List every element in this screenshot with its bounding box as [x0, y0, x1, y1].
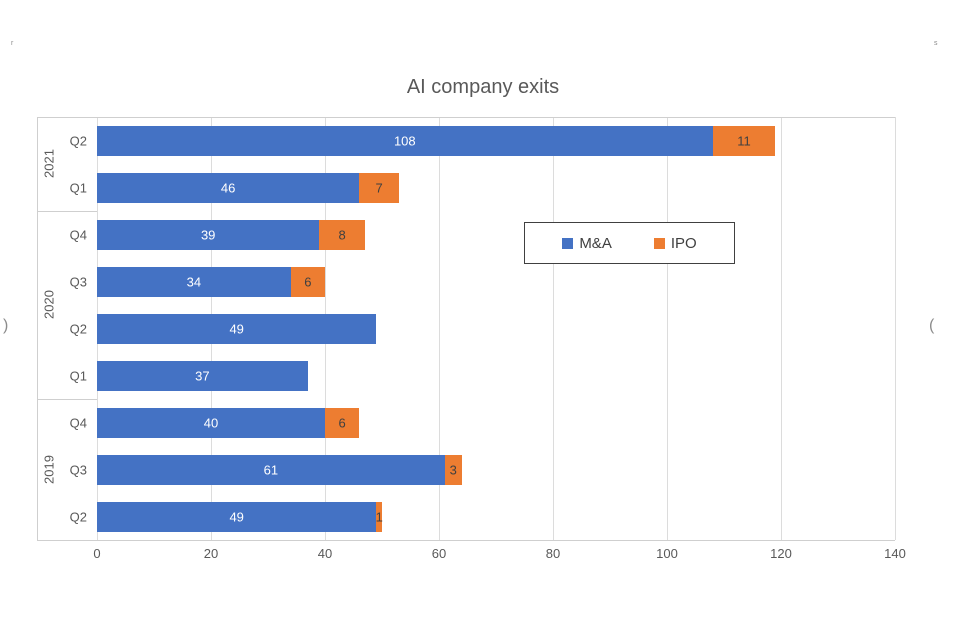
bar-ma-2020-q1 — [97, 360, 308, 391]
carousel-next-icon[interactable]: ( — [929, 317, 935, 334]
bar-ipo-2020-q4 — [319, 219, 365, 250]
bar-value-label-ipo: 6 — [338, 415, 346, 430]
bar-ipo-2021-q1 — [359, 172, 400, 203]
y-axis-quarter-label: Q4 — [69, 415, 87, 430]
bar-value-label-ipo: 3 — [449, 462, 457, 477]
top-left-crop-mark: r — [11, 40, 14, 47]
carousel-prev-icon[interactable]: ) — [3, 317, 9, 334]
x-axis-tick-label: 20 — [203, 546, 219, 561]
x-axis-tick-label: 80 — [545, 546, 561, 561]
y-axis-quarter-label: Q4 — [69, 227, 87, 242]
bar-ma-2020-q4 — [97, 219, 320, 250]
bar-ma-2020-q2 — [97, 313, 377, 344]
top-right-crop-mark: s — [934, 40, 938, 47]
bar-ma-2019-q4 — [97, 407, 325, 438]
bar-value-label-ma: 108 — [393, 133, 416, 148]
y-axis-quarter-label: Q3 — [69, 462, 87, 477]
legend-item-ma: M&A — [562, 235, 612, 252]
legend-item-ipo: IPO — [653, 234, 697, 252]
x-axis-tick-label: 0 — [93, 546, 101, 561]
y-axis-quarter-label: Q1 — [69, 368, 87, 383]
legend-label-ma: M&A — [579, 234, 612, 252]
gridline-x-120 — [781, 117, 782, 540]
y-axis-quarter-label: Q2 — [69, 133, 87, 148]
gridline-x-140 — [895, 117, 896, 540]
bar-value-label-ipo: 7 — [375, 180, 383, 195]
x-axis-tick-label: 100 — [656, 546, 678, 561]
bar-ipo-2021-q2 — [712, 125, 776, 156]
x-axis-tick-label: 140 — [884, 546, 906, 561]
bar-value-label-ma: 49 — [229, 321, 244, 336]
x-axis-line — [37, 540, 895, 541]
gridline-x-80 — [553, 117, 554, 540]
chart-legend: M&A IPO — [524, 222, 735, 264]
bar-value-label-ma: 61 — [263, 462, 279, 477]
bar-value-label-ma: 37 — [195, 368, 210, 383]
y-axis-quarter-label: Q2 — [69, 509, 87, 524]
y-axis-quarter-label: Q3 — [69, 274, 87, 289]
bar-ipo-2019-q2 — [376, 501, 382, 532]
year-group-divider — [37, 211, 97, 212]
y-axis-quarter-label: Q1 — [69, 180, 87, 195]
bar-ma-2019-q2 — [97, 501, 377, 532]
bar-ma-2019-q3 — [97, 454, 445, 485]
bar-ma-2020-q3 — [97, 266, 291, 297]
bar-value-label-ma: 49 — [229, 509, 244, 524]
y-axis-quarter-label: Q2 — [69, 321, 87, 336]
bar-value-label-ma: 46 — [220, 180, 236, 195]
chart-title: AI company exits — [406, 76, 560, 98]
x-axis-tick-label: 60 — [431, 546, 447, 561]
bar-ma-2021-q2 — [97, 125, 713, 156]
bar-value-label-ipo: 1 — [375, 509, 383, 524]
bar-ipo-2019-q4 — [325, 407, 360, 438]
y-axis-outer-line — [37, 117, 38, 540]
x-axis-tick-label: 120 — [770, 546, 792, 561]
bar-value-label-ma: 34 — [186, 274, 202, 289]
legend-swatch-ma-icon — [562, 237, 574, 249]
year-group-divider — [37, 399, 97, 400]
bar-ma-2021-q1 — [97, 172, 360, 203]
gridline-x-100 — [667, 117, 668, 540]
y-axis-year-label: 2021 — [41, 149, 57, 179]
gridline-x-60 — [439, 117, 440, 540]
bar-ipo-2020-q3 — [290, 266, 325, 297]
legend-label-ipo: IPO — [670, 234, 697, 252]
bar-value-label-ma: 39 — [200, 227, 216, 242]
bar-value-label-ma: 40 — [203, 415, 219, 430]
bar-value-label-ipo: 11 — [737, 133, 751, 148]
legend-swatch-ipo-icon — [653, 237, 665, 249]
plot-top-border — [37, 117, 895, 118]
bar-value-label-ipo: 8 — [338, 227, 346, 242]
bar-value-label-ipo: 6 — [304, 274, 312, 289]
x-axis-tick-label: 40 — [317, 546, 333, 561]
bar-ipo-2019-q3 — [444, 454, 462, 485]
